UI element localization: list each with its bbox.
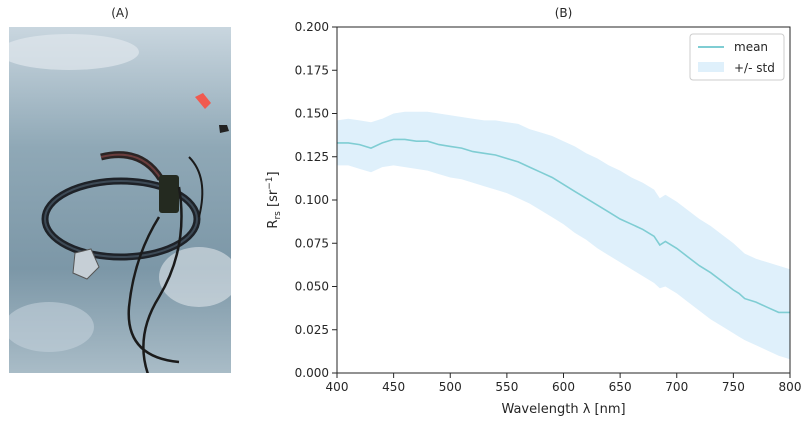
cable [127,186,183,373]
snow-patch [159,247,231,307]
x-tick-label: 500 [439,380,462,394]
y-axis-ticks: 0.000 0.025 0.050 0.075 0.100 0.125 0.150 0.175… [295,20,337,380]
radiometer-arm-highlight [100,153,162,180]
y-tick-label: 0.025 [295,323,329,337]
dark-object [219,125,229,133]
cable [188,156,204,218]
y-axis-label-sub: rs [273,211,283,220]
ring-frame-highlight [44,180,198,258]
x-tick-label: 600 [552,380,575,394]
y-axis-label-unit: [sr [266,189,281,211]
legend: mean +/- std [689,33,785,81]
x-tick-label: 800 [779,380,802,394]
x-tick-label: 550 [495,380,518,394]
field-photo [9,27,231,373]
y-tick-label: 0.000 [295,366,329,380]
x-tick-label: 700 [665,380,688,394]
x-tick-label: 650 [609,380,632,394]
y-tick-label: 0.150 [295,107,329,121]
std-band [337,111,790,360]
y-axis-label-main: R [266,220,281,229]
y-tick-label: 0.050 [295,280,329,294]
mean-line [337,138,790,314]
y-tick-label: 0.125 [295,150,329,164]
y-tick-label: 0.200 [295,20,329,34]
x-axis-label: Wavelength λ [nm] [501,402,625,417]
x-axis-ticks: 400 450 500 550 600 650 700 750 800 [326,373,802,394]
x-tick-label: 400 [326,380,349,394]
legend-std-label: +/- std [734,61,775,75]
red-float [195,93,211,109]
y-tick-label: 0.075 [295,236,329,250]
y-tick-label: 0.175 [295,63,329,77]
y-axis-label: Rrs [sr−1] [265,171,283,228]
buoy [72,248,100,280]
y-axis-label-sup: −1 [265,177,275,190]
snow-patch [9,302,94,352]
sensor-housing [159,175,179,213]
legend-std-swatch [698,62,724,72]
x-tick-label: 450 [382,380,405,394]
panel-b-title: (B) [554,6,573,20]
snow-patch [9,34,139,70]
y-tick-label: 0.100 [295,193,329,207]
panel-a-title: (A) [111,6,129,20]
legend-mean-label: mean [734,40,768,54]
y-axis-label-close: ] [266,171,281,176]
x-tick-label: 750 [722,380,745,394]
